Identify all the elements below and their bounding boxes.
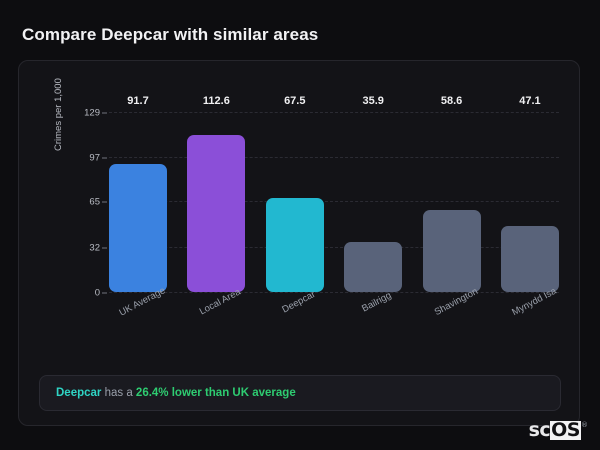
y-axis-tick-mark (102, 201, 107, 203)
gridline: 65 (89, 197, 559, 208)
y-axis-tick-label: 32 (89, 242, 100, 254)
bar-column[interactable]: 112.6 Local Area (187, 95, 246, 317)
bar[interactable] (187, 134, 246, 292)
caption-statistic: 26.4% lower than UK average (135, 387, 296, 399)
bar-column[interactable]: 35.9 Bailrigg (344, 95, 403, 315)
bar-value-label: 91.7 (127, 95, 149, 107)
bars-group: 91.7 UK Average 112.6 Local Area 67.5 Deepcar… (109, 95, 559, 319)
bar[interactable] (344, 241, 403, 292)
bar-column[interactable]: 67.5 Deepcar (265, 95, 324, 315)
chart-card: Crimes per 1,000 0 32 65 97 129 91.7 UK Avera… (18, 60, 580, 426)
y-axis-tick-label: 0 (94, 287, 100, 299)
page-title: Compare Deepcar with similar areas (22, 25, 319, 44)
bar-value-label: 58.6 (440, 95, 463, 107)
y-axis-tick-mark (102, 112, 107, 114)
gridlines-group: 0 32 65 97 129 (84, 108, 559, 299)
caption-area-name: Deepcar (56, 387, 102, 399)
y-axis-tick-label: 97 (89, 152, 100, 164)
y-axis-tick-mark (102, 157, 107, 159)
bar-value-label: 112.6 (202, 95, 230, 107)
gridline: 129 (84, 108, 559, 119)
y-axis-title: Crimes per 1,000 (53, 78, 64, 151)
registered-trademark-icon: ® (581, 421, 588, 429)
bar[interactable] (109, 164, 167, 292)
caption-middle-text: has a (101, 387, 136, 399)
y-axis-tick-mark (102, 292, 107, 294)
y-axis-tick-label: 129 (84, 107, 100, 119)
gridline: 32 (89, 243, 559, 254)
bar[interactable] (265, 197, 324, 292)
scos-logo: sc OS ® (529, 421, 588, 440)
bar-value-label: 67.5 (284, 95, 306, 107)
bar-column[interactable]: 47.1 Mynydd Isa (500, 95, 559, 318)
bar-chart: Crimes per 1,000 0 32 65 97 129 91.7 UK Avera… (53, 78, 563, 357)
insight-caption: Deepcar has a 26.4% lower than UK averag… (39, 375, 561, 411)
bar-column[interactable]: 58.6 Shavington (422, 95, 481, 318)
bar[interactable] (500, 226, 559, 292)
logo-text-sc: sc (528, 419, 551, 441)
logo-text-os: OS (550, 419, 581, 441)
y-axis-tick-mark (102, 247, 107, 249)
bar-value-label: 35.9 (362, 95, 384, 107)
y-axis-tick-label: 65 (89, 196, 100, 208)
bar[interactable] (422, 210, 481, 292)
gridline: 0 (95, 288, 559, 299)
bar-value-label: 47.1 (519, 95, 541, 107)
gridline: 97 (89, 152, 559, 163)
x-axis-category-label: Bailrigg (360, 289, 394, 315)
bar-column[interactable]: 91.7 UK Average (109, 95, 167, 319)
